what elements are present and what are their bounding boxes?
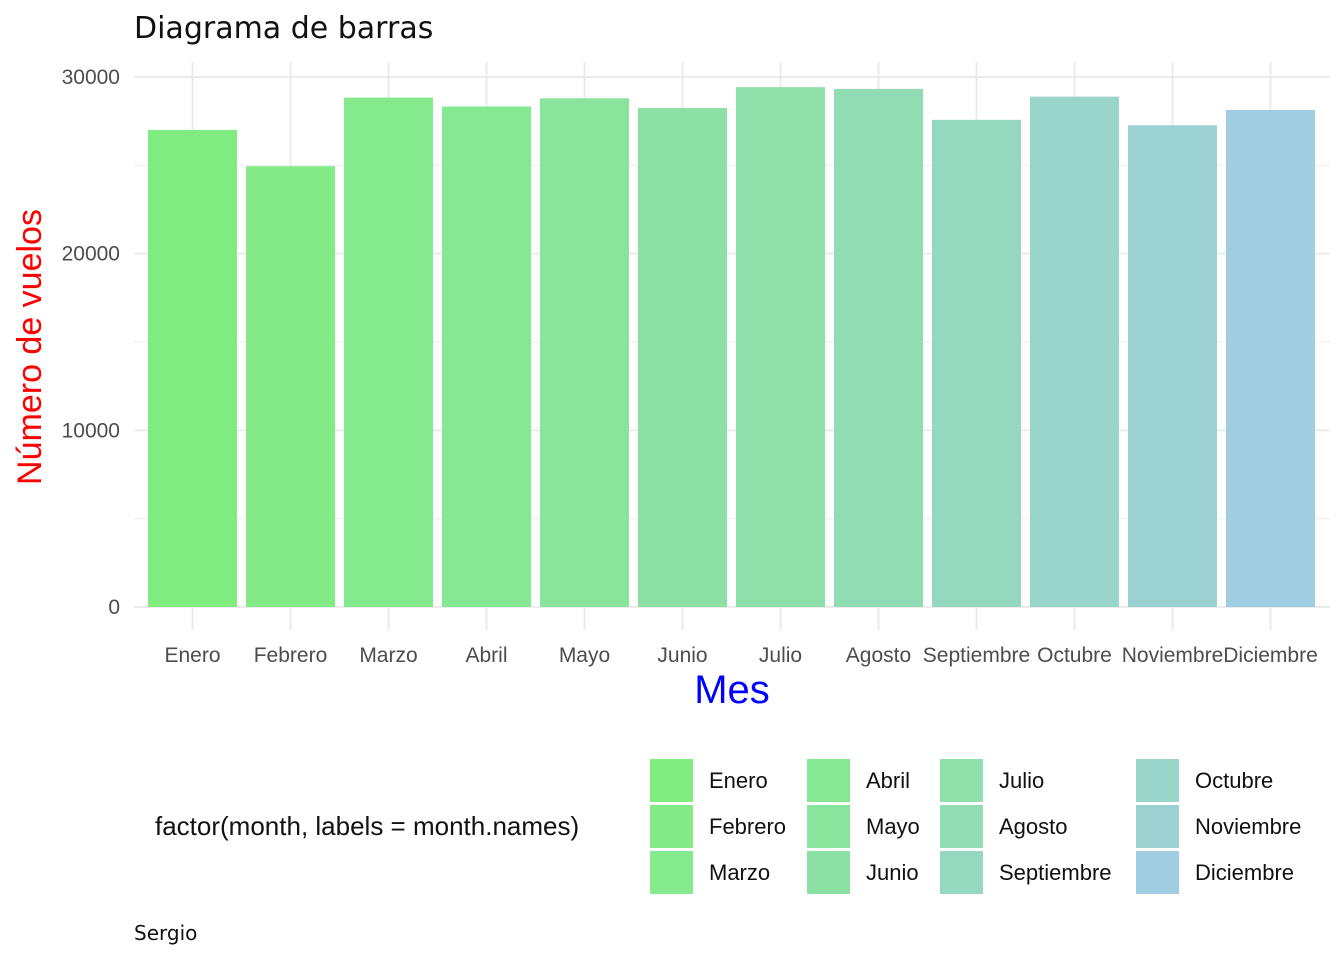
bar-noviembre [1128,125,1217,608]
x-tick-label: Agosto [846,644,911,667]
chart-title: Diagrama de barras [134,11,433,46]
x-tick-label: Abril [465,644,507,667]
bar-mayo [540,98,629,608]
legend-label: Febrero [709,814,786,839]
legend-label: Junio [866,860,919,885]
legend-label: Mayo [866,814,920,839]
legend-label: Octubre [1195,768,1273,793]
legend-title: factor(month, labels = month.names) [155,811,579,841]
legend-label: Diciembre [1195,860,1294,885]
legend-key [807,805,850,848]
bars [148,87,1315,608]
y-axis-ticks: 0 10000 20000 30000 [62,66,120,619]
legend-key [807,851,850,894]
bar-agosto [834,88,923,608]
legend-key [940,851,983,894]
legend-label: Abril [866,768,910,793]
legend-key [650,805,693,848]
legend-key [650,851,693,894]
caption: Sergio [134,921,197,945]
x-tick-label: Febrero [254,644,328,667]
y-tick-label: 0 [108,596,120,619]
legend-label: Septiembre [999,860,1112,885]
x-axis-ticks: Enero Febrero Marzo Abril Mayo Junio Julio Agos… [164,644,1317,667]
legend-label: Agosto [999,814,1068,839]
bar-junio [638,108,727,607]
bar-abril [442,106,531,608]
legend-key [940,805,983,848]
legend-key [1136,851,1179,894]
bar-febrero [246,166,335,607]
x-tick-label: Septiembre [923,644,1030,667]
legend-label: Noviembre [1195,814,1301,839]
legend-key [940,759,983,802]
y-tick-label: 10000 [62,419,120,442]
x-tick-label: Octubre [1037,644,1112,667]
bar-julio [736,87,825,608]
bar-octubre [1030,96,1119,607]
legend-key [807,759,850,802]
bar-marzo [344,97,433,607]
legend-key [1136,805,1179,848]
x-axis-label: Mes [694,668,770,712]
legend-label: Julio [999,768,1044,793]
y-axis-label: Número de vuelos [11,209,49,485]
legend-label: Enero [709,768,768,793]
x-tick-label: Noviembre [1122,644,1224,667]
x-tick-label: Enero [164,644,220,667]
x-tick-label: Mayo [559,644,610,667]
y-tick-label: 20000 [62,243,120,266]
x-tick-label: Marzo [359,644,417,667]
legend: Enero Febrero Marzo Abril Mayo Junio Julio Agos… [650,759,1301,894]
legend-label: Marzo [709,860,770,885]
x-tick-label: Diciembre [1223,644,1318,667]
legend-key [1136,759,1179,802]
x-tick-label: Julio [759,644,802,667]
y-tick-label: 30000 [62,66,120,89]
bar-diciembre [1226,109,1315,607]
bar-septiembre [932,119,1021,607]
legend-key [650,759,693,802]
bar-enero [148,129,237,608]
x-tick-label: Junio [657,644,707,667]
